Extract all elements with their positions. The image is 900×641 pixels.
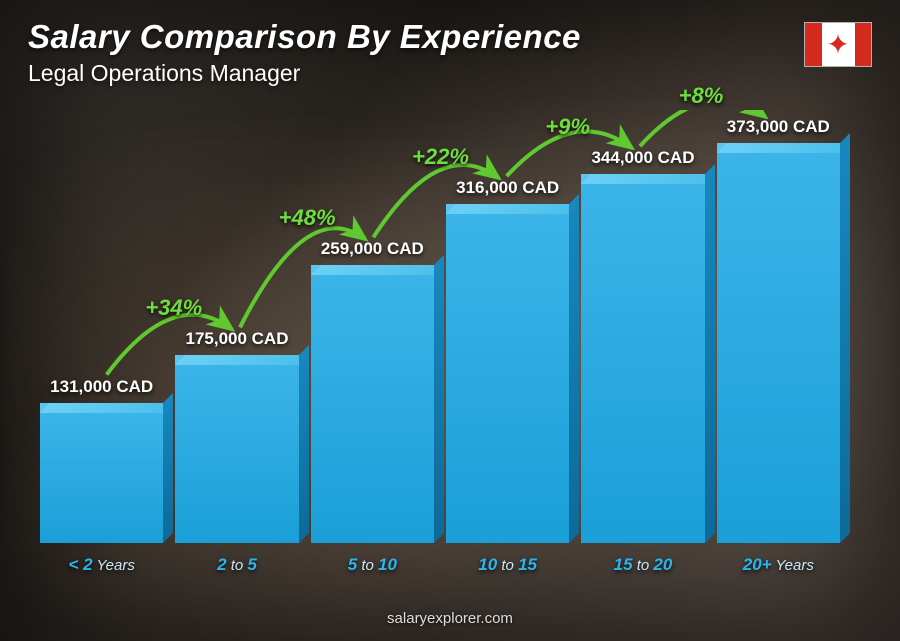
x-axis-label: 20+ Years <box>717 555 840 575</box>
x-axis-label: < 2 Years <box>40 555 163 575</box>
bar-group: 131,000 CAD <box>40 377 163 543</box>
bar <box>175 355 298 543</box>
bar-group: 316,000 CAD <box>446 178 569 543</box>
bar <box>311 265 434 543</box>
bar-group: 259,000 CAD <box>311 239 434 543</box>
x-axis-label: 10 to 15 <box>446 555 569 575</box>
bar-value-label: 373,000 CAD <box>727 117 830 137</box>
header: Salary Comparison By Experience Legal Op… <box>28 18 581 87</box>
bar <box>581 174 704 543</box>
pct-increase-label: +48% <box>279 205 336 231</box>
bar-value-label: 175,000 CAD <box>185 329 288 349</box>
page-subtitle: Legal Operations Manager <box>28 60 581 87</box>
x-axis-label: 5 to 10 <box>311 555 434 575</box>
pct-increase-label: +9% <box>545 114 590 140</box>
canada-flag-icon: ✦ <box>804 22 872 67</box>
pct-increase-label: +34% <box>145 295 202 321</box>
pct-increase-label: +8% <box>679 83 724 109</box>
x-axis-labels: < 2 Years 2 to 5 5 to 10 10 to 15 15 to 20 20… <box>40 555 840 575</box>
page-title: Salary Comparison By Experience <box>28 18 581 56</box>
x-axis-label: 15 to 20 <box>581 555 704 575</box>
pct-increase-label: +22% <box>412 144 469 170</box>
bar-value-label: 259,000 CAD <box>321 239 424 259</box>
bar <box>717 143 840 543</box>
bar <box>40 403 163 543</box>
bar-value-label: 344,000 CAD <box>591 148 694 168</box>
maple-leaf-icon: ✦ <box>826 31 849 59</box>
bar <box>446 204 569 543</box>
bar-group: 344,000 CAD <box>581 148 704 543</box>
chart-area: 131,000 CAD 175,000 CAD 259,000 CAD 316,… <box>40 110 840 571</box>
bar-value-label: 316,000 CAD <box>456 178 559 198</box>
footer-attribution: salaryexplorer.com <box>0 610 900 627</box>
x-axis-label: 2 to 5 <box>175 555 298 575</box>
bar-group: 373,000 CAD <box>717 117 840 543</box>
bars-container: 131,000 CAD 175,000 CAD 259,000 CAD 316,… <box>40 110 840 543</box>
bar-value-label: 131,000 CAD <box>50 377 153 397</box>
bar-group: 175,000 CAD <box>175 329 298 543</box>
